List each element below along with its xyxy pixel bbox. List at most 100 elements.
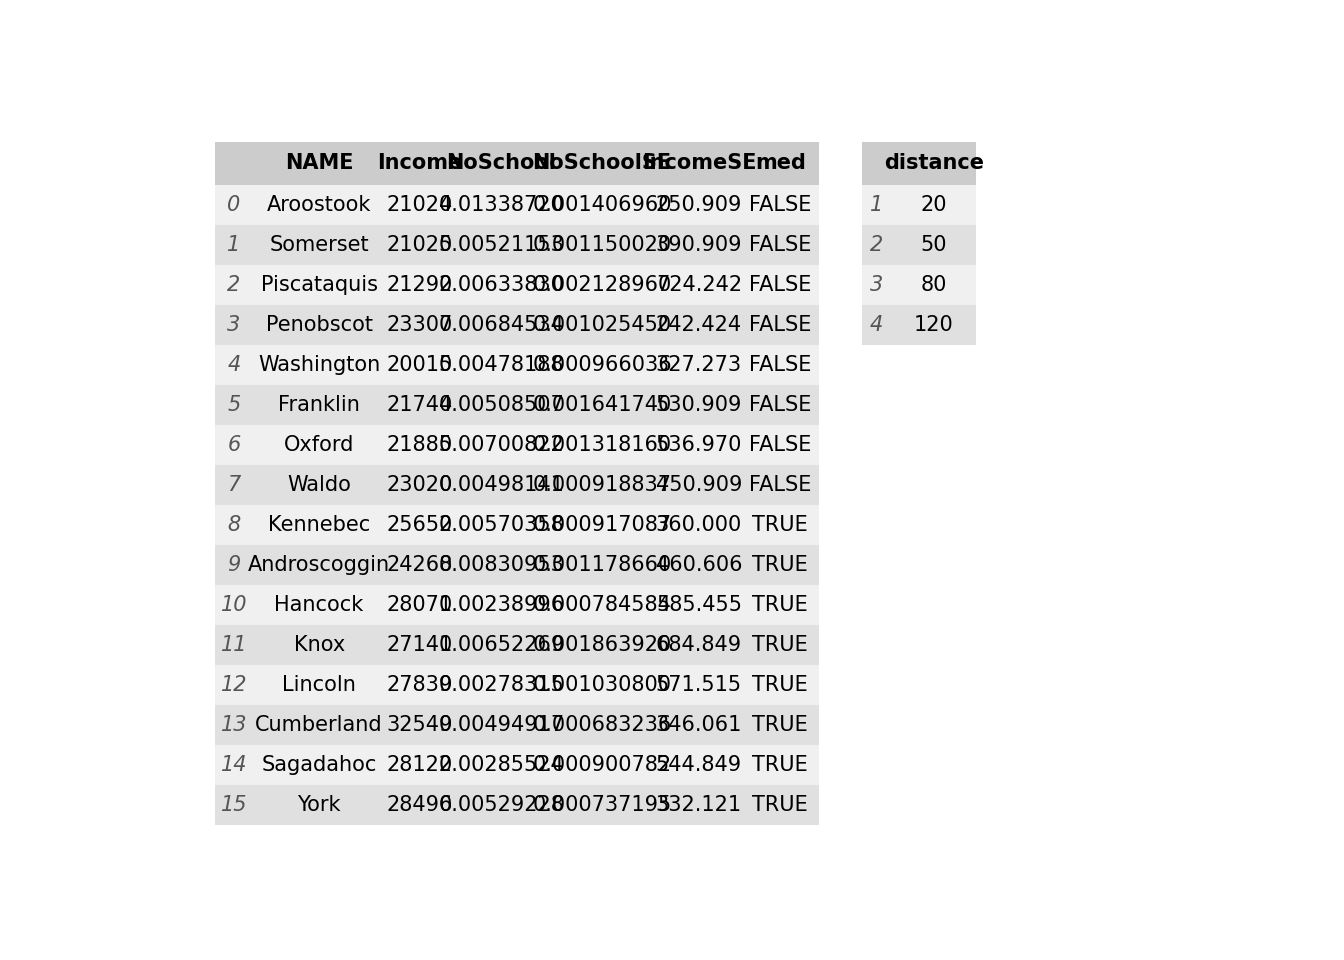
Text: 1: 1 [870,195,883,214]
Bar [656,585,742,625]
Text: 0.00494917: 0.00494917 [438,715,564,735]
Bar [384,345,454,385]
Text: 20: 20 [921,195,948,214]
Text: 14: 14 [220,756,247,775]
Bar [742,385,818,424]
Bar [454,545,548,585]
Bar [862,225,891,265]
Bar [742,225,818,265]
Bar [862,184,891,225]
Text: 21292: 21292 [387,275,453,295]
Text: 0.001030800: 0.001030800 [532,675,672,695]
Text: 0.000918837: 0.000918837 [532,475,672,494]
Bar [742,545,818,585]
Text: 4: 4 [870,315,883,335]
Bar [384,505,454,545]
Bar [253,142,384,184]
Text: 28122: 28122 [387,756,453,775]
Text: 25652: 25652 [387,515,453,535]
Bar [454,345,548,385]
Text: 544.849: 544.849 [656,756,742,775]
Bar [384,304,454,345]
Text: 585.455: 585.455 [656,595,742,615]
Text: 0.00684534: 0.00684534 [438,315,564,335]
Text: 530.909: 530.909 [656,395,742,415]
Bar [656,265,742,304]
Text: FALSE: FALSE [749,475,812,494]
Bar [548,745,656,785]
Text: 7: 7 [227,475,241,494]
Bar [454,785,548,826]
Bar [215,345,253,385]
Text: NoSchoolSE: NoSchoolSE [532,154,672,174]
Bar [384,465,454,505]
Bar [548,465,656,505]
Bar [548,625,656,665]
Text: 0.00700822: 0.00700822 [438,435,564,455]
Text: 27839: 27839 [387,675,453,695]
Text: TRUE: TRUE [753,635,808,655]
Bar [384,585,454,625]
Bar [742,142,818,184]
Text: York: York [297,795,341,815]
Bar [454,304,548,345]
Bar [384,184,454,225]
Bar [253,345,384,385]
Text: 11: 11 [220,635,247,655]
Text: 0.002128960: 0.002128960 [532,275,672,295]
Bar [253,265,384,304]
Bar [384,424,454,465]
Bar [656,505,742,545]
Text: 360.000: 360.000 [656,515,742,535]
Bar [656,545,742,585]
Text: 50: 50 [921,234,948,254]
Text: TRUE: TRUE [753,715,808,735]
Text: IncomeSE: IncomeSE [641,154,757,174]
Text: 20015: 20015 [387,354,453,374]
Bar [548,585,656,625]
Text: Lincoln: Lincoln [282,675,356,695]
Bar [548,424,656,465]
Text: 9: 9 [227,555,241,575]
Text: 24268: 24268 [387,555,453,575]
Text: 5: 5 [227,395,241,415]
Text: 0.000900782: 0.000900782 [532,756,672,775]
Bar [215,625,253,665]
Text: 15: 15 [220,795,247,815]
Bar [454,585,548,625]
Text: FALSE: FALSE [749,395,812,415]
Text: 2: 2 [227,275,241,295]
Text: Androscoggin: Androscoggin [249,555,390,575]
Text: FALSE: FALSE [749,435,812,455]
Text: 0.00570358: 0.00570358 [438,515,564,535]
Bar [548,225,656,265]
Text: 0.000737195: 0.000737195 [532,795,672,815]
Text: 0.000683236: 0.000683236 [532,715,672,735]
Text: NAME: NAME [285,154,353,174]
Bar [454,225,548,265]
Bar [384,785,454,826]
Text: 0.001178660: 0.001178660 [532,555,672,575]
Text: Cumberland: Cumberland [255,715,383,735]
Text: 0.000784584: 0.000784584 [532,595,672,615]
Bar [253,785,384,826]
Text: 2: 2 [870,234,883,254]
Bar [656,465,742,505]
Bar [454,184,548,225]
Bar [862,142,891,184]
Bar [656,225,742,265]
Text: 3: 3 [227,315,241,335]
Text: 8: 8 [227,515,241,535]
Text: 80: 80 [921,275,948,295]
Text: 0.00652269: 0.00652269 [438,635,564,655]
Bar [384,625,454,665]
Text: 3: 3 [870,275,883,295]
Text: 28496: 28496 [387,795,453,815]
Bar [742,585,818,625]
Text: Franklin: Franklin [278,395,360,415]
Bar [548,545,656,585]
Bar [656,304,742,345]
Bar [742,505,818,545]
Bar [384,142,454,184]
Text: 21025: 21025 [387,234,453,254]
